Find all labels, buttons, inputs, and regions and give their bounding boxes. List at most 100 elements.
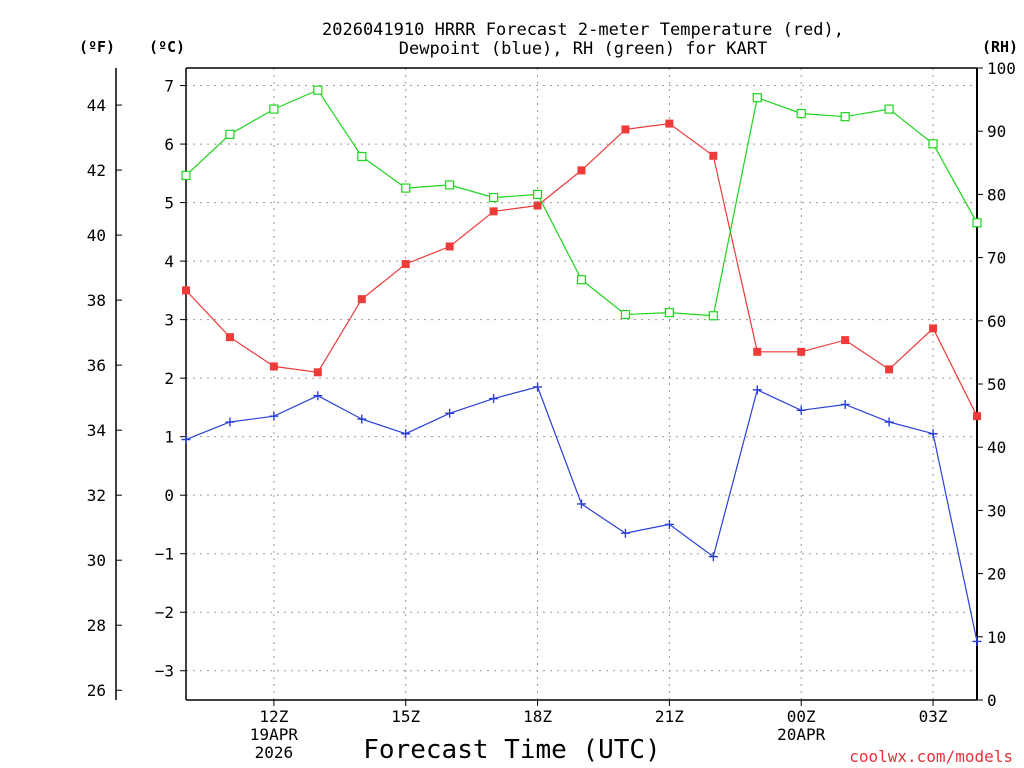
fahrenheit-tick-label: 36 [87, 356, 106, 375]
rh-point [445, 180, 455, 190]
fahrenheit-tick-label: 30 [87, 551, 106, 570]
rh-tick-label: 90 [987, 122, 1006, 141]
rh-tick-label: 10 [987, 628, 1006, 647]
celsius-tick-label: −2 [155, 603, 174, 622]
rh-point [225, 129, 235, 139]
dewpoint-point [313, 391, 323, 401]
rh-tick-label: 80 [987, 185, 1006, 204]
temperature-point [973, 412, 981, 421]
dewpoint-point [840, 399, 850, 409]
rh-point [928, 139, 938, 149]
temperature-point [797, 347, 806, 356]
dewpoint-point [884, 417, 894, 427]
dewpoint-point [533, 382, 543, 392]
celsius-tick-label: 6 [164, 135, 174, 154]
rh-point [357, 151, 367, 162]
temperature-point [401, 260, 410, 269]
celsius-tick-label: 7 [164, 77, 174, 96]
rh-point [884, 104, 894, 114]
dewpoint-point [357, 414, 367, 424]
rh-axis-unit: (RH) [982, 38, 1018, 56]
rh-point [752, 93, 762, 103]
rh-tick-label: 50 [987, 375, 1006, 394]
dewpoint-point [796, 405, 806, 415]
rh-point [269, 104, 279, 114]
rh-point [972, 218, 982, 228]
fahrenheit-tick-label: 42 [87, 161, 106, 180]
rh-point [181, 170, 191, 181]
temperature-point [577, 166, 586, 175]
x-tick-label: 21Z [655, 707, 684, 726]
x-tick-label: 03Z [919, 707, 948, 726]
axes: 76543210−1−2−344424038363432302826100908… [87, 59, 1016, 762]
temperature-point [621, 125, 630, 134]
rh-tick-label: 70 [987, 249, 1006, 268]
celsius-tick-label: 5 [164, 194, 174, 213]
x-tick-label: 2026 [255, 743, 294, 762]
temperature-point [225, 333, 234, 342]
temperature-point [753, 347, 762, 356]
dewpoint-point [225, 417, 235, 427]
celsius-tick-label: 3 [164, 311, 174, 330]
dewpoint-point [401, 429, 411, 439]
temperature-point [533, 201, 542, 210]
rh-point [620, 309, 631, 320]
fahrenheit-tick-label: 28 [87, 616, 106, 635]
rh-point [796, 108, 806, 119]
dewpoint-point [752, 385, 762, 395]
data-series [181, 85, 982, 646]
dewpoint-point [928, 429, 938, 439]
x-axis-label: Forecast Time (UTC) [363, 735, 660, 765]
fahrenheit-tick-label: 26 [87, 681, 106, 700]
chart-title-line-1: 2026041910 HRRR Forecast 2-meter Tempera… [322, 20, 844, 40]
temperature-point [665, 119, 674, 128]
rh-tick-label: 20 [987, 565, 1006, 584]
fahrenheit-tick-label: 34 [87, 421, 106, 440]
rh-tick-label: 0 [987, 691, 997, 710]
temperature-point [269, 362, 278, 371]
rh-point [576, 275, 587, 285]
temperature-point [445, 242, 454, 251]
dewpoint-point [181, 435, 191, 445]
dewpoint-point [708, 552, 718, 562]
fahrenheit-tick-label: 32 [87, 486, 106, 505]
credit-text: coolwx.com/models [849, 747, 1013, 766]
celsius-tick-label: 1 [164, 428, 174, 447]
fahrenheit-tick-label: 44 [87, 96, 106, 115]
temperature-point [929, 324, 938, 333]
rh-tick-label: 60 [987, 312, 1006, 331]
chart-title-line-2: Dewpoint (blue), RH (green) for KART [399, 39, 767, 59]
temperature-point [182, 286, 190, 295]
celsius-tick-label: 0 [164, 486, 174, 505]
x-tick-label: 19APR [250, 725, 299, 744]
temperature-point [357, 295, 366, 304]
dewpoint-point [577, 499, 586, 509]
temperature-point [841, 336, 850, 345]
fahrenheit-tick-label: 40 [87, 226, 106, 245]
gridlines [186, 68, 977, 700]
dewpoint-line [185, 386, 978, 642]
dewpoint-point [445, 408, 455, 418]
rh-tick-label: 30 [987, 501, 1006, 520]
dewpoint-point [972, 636, 982, 646]
celsius-tick-label: −3 [155, 662, 174, 681]
dewpoint-point [269, 411, 279, 421]
x-tick-label: 12Z [259, 707, 288, 726]
dewpoint-point [489, 394, 499, 404]
rh-point [840, 112, 850, 122]
x-tick-label: 18Z [523, 707, 552, 726]
x-tick-label: 20APR [777, 725, 826, 744]
dewpoint-point [664, 519, 674, 529]
temperature-point [313, 368, 322, 377]
temperature-point [489, 207, 498, 216]
x-tick-label: 00Z [787, 707, 816, 726]
rh-point [664, 307, 674, 318]
celsius-tick-label: −1 [155, 545, 174, 564]
celsius-tick-label: 4 [164, 252, 174, 271]
x-tick-label: 15Z [391, 707, 420, 726]
temperature-point [885, 365, 894, 374]
rh-point [313, 85, 323, 95]
rh-point [401, 183, 411, 193]
rh-point [532, 189, 543, 199]
